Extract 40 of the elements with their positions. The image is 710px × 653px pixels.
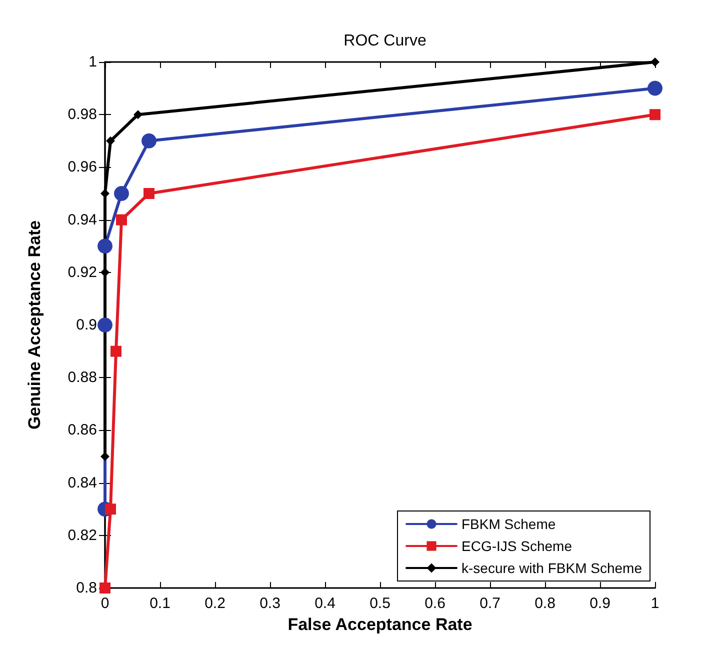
- x-tick-label: 0.7: [480, 595, 500, 612]
- point: [98, 238, 112, 254]
- x-tick-label: 0.8: [534, 595, 556, 612]
- y-tick-label: 0.84: [68, 474, 97, 492]
- y-tick-label: 1: [88, 54, 97, 70]
- point: [98, 318, 112, 332]
- y-tick-label: 0.88: [68, 369, 97, 386]
- x-tick-label: 1: [650, 595, 660, 612]
- point: [650, 109, 660, 120]
- y-tick-label: 0.92: [68, 264, 97, 281]
- point: [116, 214, 127, 226]
- x-tick-label: 0.6: [424, 595, 446, 612]
- y-tick-label: 0.82: [68, 526, 97, 544]
- point: [648, 80, 662, 96]
- x-tick-label: 0.5: [370, 595, 390, 612]
- x-tick-label: 0: [100, 595, 110, 612]
- y-tick-label: 0.96: [68, 158, 97, 176]
- point: [105, 504, 116, 515]
- point: [106, 136, 115, 146]
- y-axis-title: Genuine Acceptance Rate: [25, 220, 44, 430]
- x-tick-label: 0.4: [314, 595, 336, 612]
- y-tick-label: 0.98: [68, 106, 97, 124]
- point: [134, 110, 142, 120]
- y-tick-label: 0.86: [68, 422, 97, 439]
- x-tick-label: 0.9: [590, 595, 610, 612]
- y-tick-label: 0.8: [76, 580, 97, 596]
- y-tick-label: 0.9: [76, 316, 97, 334]
- x-tick-label: 0.3: [260, 595, 280, 612]
- x-axis-title: False Acceptance Rate: [288, 615, 472, 634]
- point: [110, 346, 122, 357]
- y-tick-label: 0.94: [68, 211, 97, 228]
- legend-label: FBKM Scheme: [462, 516, 556, 532]
- x-tick-label: 0.1: [150, 595, 170, 612]
- x-tick-label: 0.2: [204, 595, 226, 612]
- legend-label: ECG-IJS Scheme: [462, 538, 572, 554]
- point: [114, 186, 129, 201]
- point: [142, 133, 156, 148]
- chart-title: ROC Curve: [344, 32, 426, 50]
- point: [144, 188, 154, 199]
- legend-label: k-secure with FBKM Scheme: [462, 560, 642, 576]
